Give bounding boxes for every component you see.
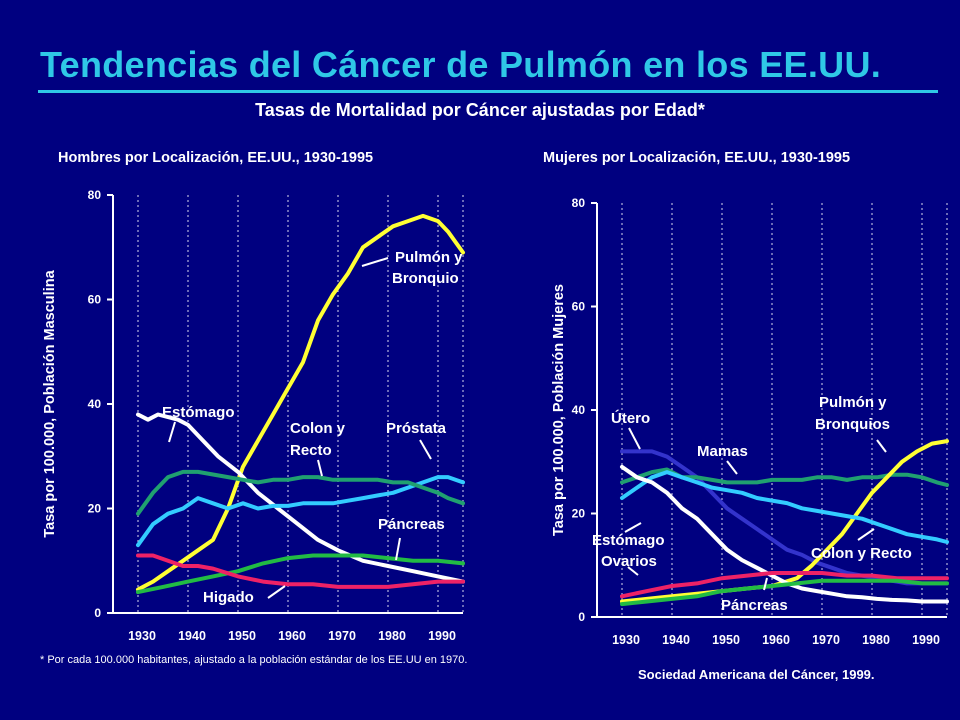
women-x-tick-label: 1940 [662, 633, 690, 647]
women-series-pancreas [620, 578, 949, 607]
page-title: Tendencias del Cáncer de Pulmón en los E… [40, 44, 882, 85]
women-y-axis-title: Tasa por 100.000, Población Mujeres [551, 284, 567, 536]
men-chart: 0 20 40 60 80 1930 1940 1950 1960 1970 1980 1990 Tas… [42, 188, 465, 643]
men-series-pulmon-y-bronquio [136, 213, 465, 592]
women-x-tick-label: 1970 [812, 633, 840, 647]
women-panel-title: Mujeres por Localización, EE.UU., 1930-1… [543, 150, 851, 166]
men-leader-line [395, 537, 401, 561]
women-series-ovarios [620, 571, 949, 599]
men-label-pancreas: Páncreas [378, 516, 445, 533]
men-leader-line [317, 459, 323, 477]
men-panel-title: Hombres por Localización, EE.UU., 1930-1… [58, 150, 374, 166]
title-rule [38, 90, 938, 93]
women-label-ovarios: Ovarios [601, 553, 657, 570]
men-series-colon-y-recto [136, 475, 465, 548]
men-leader-line [361, 257, 389, 267]
men-label-pulmon-y-bronquio: Pulmón y [395, 249, 463, 266]
women-x-tick-label: 1960 [762, 633, 790, 647]
men-x-tick-label: 1970 [328, 629, 356, 643]
women-x-tick-label: 1990 [912, 633, 940, 647]
men-y-tick-label: 80 [88, 188, 102, 202]
men-leader-line [168, 421, 176, 443]
women-label-mamas: Mamas [697, 443, 748, 460]
women-x-tick-label: 1950 [712, 633, 740, 647]
page-subtitle: Tasas de Mortalidad por Cáncer ajustadas… [255, 100, 705, 120]
men-y-axis-title: Tasa por 100.000, Población Masculina [42, 269, 58, 537]
men-series-pancreas [136, 553, 465, 595]
women-leader-line [628, 427, 641, 450]
women-label-pulmon-y-bronquios: Pulmón y [819, 394, 887, 411]
men-label-prostata: Próstata [386, 420, 447, 437]
men-x-tick-label: 1990 [428, 629, 456, 643]
women-label-utero: Útero [611, 409, 650, 427]
women-y-tick-label: 0 [578, 610, 585, 624]
men-x-tick-label: 1930 [128, 629, 156, 643]
women-leader-line [624, 522, 642, 533]
men-x-tick-label: 1940 [178, 629, 206, 643]
women-x-tick-label: 1930 [612, 633, 640, 647]
men-y-tick-label: 40 [88, 397, 102, 411]
women-y-tick-label: 20 [572, 507, 586, 521]
women-leader-line [627, 566, 639, 576]
women-y-tick-label: 60 [572, 300, 586, 314]
men-label-colon-y-recto: Recto [290, 442, 332, 459]
women-label-colon-y-recto: Colon y Recto [811, 545, 912, 562]
men-leader-line [419, 439, 432, 460]
men-y-tick-label: 20 [88, 502, 102, 516]
footnote: * Por cada 100.000 habitantes, ajustado … [40, 654, 468, 666]
men-series-prostata [136, 469, 465, 516]
men-x-tick-label: 1950 [228, 629, 256, 643]
women-leader-line [876, 439, 887, 453]
women-series-colon-y-recto [620, 470, 949, 544]
women-y-tick-label: 80 [572, 196, 586, 210]
women-label-pulmon-y-bronquios: Bronquios [815, 416, 890, 433]
women-chart: 0 20 40 60 80 1930 1940 1950 1960 1970 1980 1990 Tas… [551, 196, 949, 647]
men-label-pulmon-y-bronquio: Bronquio [392, 270, 459, 287]
men-y-tick-label: 60 [88, 293, 102, 307]
men-x-tick-label: 1960 [278, 629, 306, 643]
women-label-pancreas: Páncreas [721, 597, 788, 614]
men-label-colon-y-recto: Colon y [290, 420, 346, 437]
women-y-tick-label: 40 [572, 403, 586, 417]
men-leader-line [267, 585, 286, 599]
women-series-pulmon-y-bronquios [620, 439, 949, 604]
women-leader-line [763, 577, 768, 591]
women-series-estomago [620, 464, 949, 604]
men-label-higado: Higado [203, 589, 254, 606]
men-series-estomago [136, 412, 465, 584]
women-leader-line [726, 460, 738, 475]
men-label-estomago: Estómago [162, 404, 235, 421]
women-label-estomago: Estómago [592, 532, 665, 549]
men-x-tick-label: 1980 [378, 629, 406, 643]
men-y-tick-label: 0 [94, 606, 101, 620]
men-series-higado [136, 553, 465, 589]
source-credit: Sociedad Americana del Cáncer, 1999. [638, 667, 875, 682]
women-x-tick-label: 1980 [862, 633, 890, 647]
women-leader-line [857, 528, 875, 541]
